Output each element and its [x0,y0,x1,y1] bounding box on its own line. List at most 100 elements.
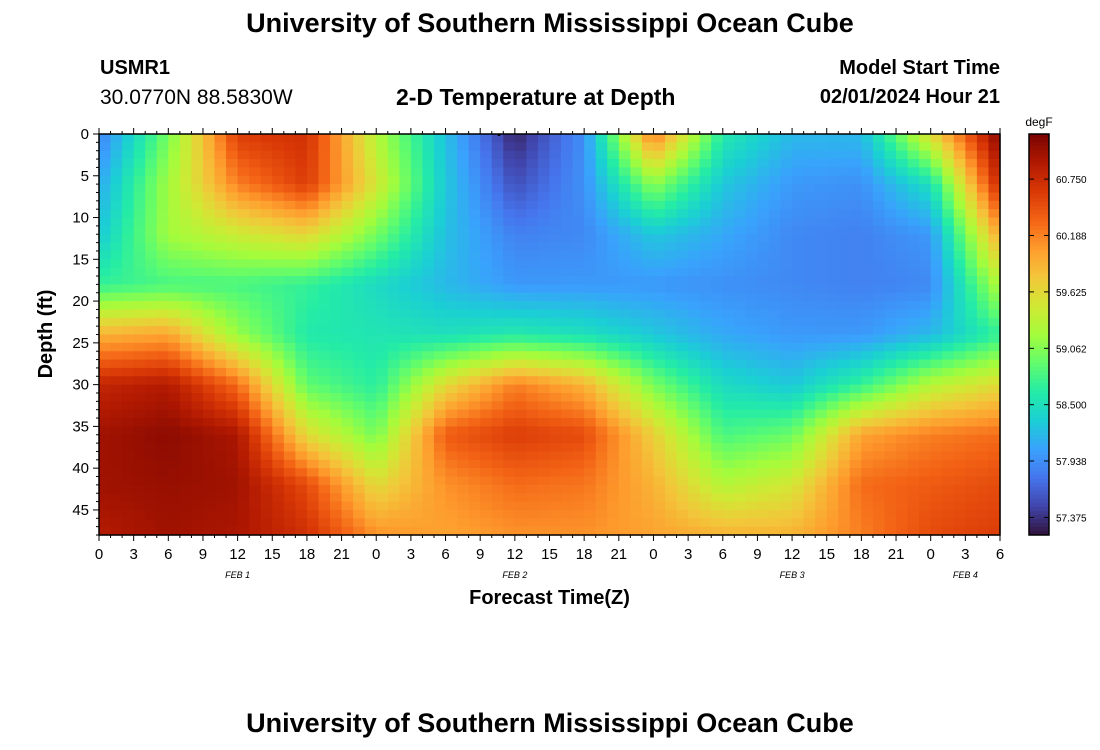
heatmap-cell [99,418,112,427]
heatmap-cell [688,367,701,377]
y-tick-label: 45 [72,502,89,519]
heatmap-cell [607,451,620,461]
heatmap-cell [99,267,112,277]
heatmap-cell [364,142,377,152]
heatmap-cell [399,376,412,386]
heatmap-cell [907,234,920,244]
heatmap-cell [884,200,897,210]
heatmap-cell [537,134,551,143]
heatmap-cell [641,276,655,285]
heatmap-cell [341,317,354,327]
heatmap-cell [283,184,296,194]
heatmap-cell [318,284,331,294]
heatmap-cell [237,401,250,411]
heatmap-cell [838,250,851,260]
heatmap-cell [399,518,412,528]
heatmap-cell [734,509,747,519]
heatmap-cell [988,242,1001,252]
heatmap-cell [618,468,631,478]
heatmap-cell [722,351,735,361]
heatmap-cell [318,142,331,152]
heatmap-cell [780,409,793,419]
heatmap-cell [514,242,527,252]
heatmap-cell [226,292,239,302]
heatmap-cell [896,276,909,285]
heatmap-cell [306,526,320,536]
heatmap-cell [468,159,481,169]
heatmap-cell [457,451,470,461]
heatmap-cell [641,159,655,169]
heatmap-cell [768,234,782,244]
heatmap-cell [676,175,689,185]
heatmap-cell [641,501,655,511]
heatmap-cell [202,217,216,227]
heatmap-cell [722,159,735,169]
heatmap-cell [653,376,666,386]
heatmap-cell [410,509,424,519]
heatmap-cell [688,167,701,177]
heatmap-cell [364,451,377,461]
heatmap-cell [468,276,481,285]
heatmap-cell [526,426,539,436]
heatmap-cell [976,326,990,336]
heatmap-cell [491,443,504,453]
heatmap-cell [283,259,296,269]
heatmap-cell [410,192,424,202]
heatmap-cell [526,392,539,402]
heatmap-cell [665,292,678,302]
heatmap-cell [468,242,481,252]
heatmap-cell [953,509,966,519]
heatmap-cell [792,284,805,294]
heatmap-cell [179,292,193,302]
heatmap-cell [122,301,135,311]
heatmap-cell [376,351,389,361]
heatmap-cell [353,184,366,194]
heatmap-cell [480,451,493,461]
heatmap-cell [803,484,816,494]
heatmap-cell [122,518,135,528]
heatmap-cell [330,267,343,277]
heatmap-cell [468,359,481,369]
heatmap-cell [584,292,597,302]
colorbar-segment [1029,202,1049,207]
heatmap-cell [584,418,597,427]
heatmap-cell [768,326,782,336]
heatmap-cell [249,493,262,503]
heatmap-cell [249,284,262,294]
heatmap-cell [133,200,146,210]
heatmap-cell [480,493,493,503]
heatmap-cell [445,242,458,252]
heatmap-cell [826,443,839,453]
heatmap-cell [849,150,862,160]
heatmap-cell [445,292,458,302]
heatmap-cell [457,401,470,411]
heatmap-cell [445,392,458,402]
heatmap-cell [815,426,828,436]
heatmap-cell [353,175,366,185]
heatmap-cell [445,401,458,411]
heatmap-cell [792,359,805,369]
heatmap-cell [410,284,424,294]
y-tick-label: 35 [72,418,89,435]
heatmap-cell [191,501,204,511]
heatmap-cell [942,317,955,327]
heatmap-cell [676,426,689,436]
heatmap-cell [330,526,343,536]
heatmap-cell [976,150,990,160]
heatmap-cell [295,334,308,344]
heatmap-cell [942,292,955,302]
heatmap-cell [884,242,897,252]
heatmap-cell [896,217,909,227]
heatmap-cell [457,267,470,277]
heatmap-cell [364,526,377,536]
colorbar-frame [1028,133,1050,536]
colorbar-segment [1029,322,1049,327]
heatmap-cell [341,434,354,444]
heatmap-cell [295,175,308,185]
heatmap-cell [872,234,886,244]
heatmap-cell [99,200,112,210]
heatmap-cell [688,451,701,461]
heatmap-cell [318,484,331,494]
heatmap-cell [953,234,966,244]
heatmap-cell [561,351,574,361]
